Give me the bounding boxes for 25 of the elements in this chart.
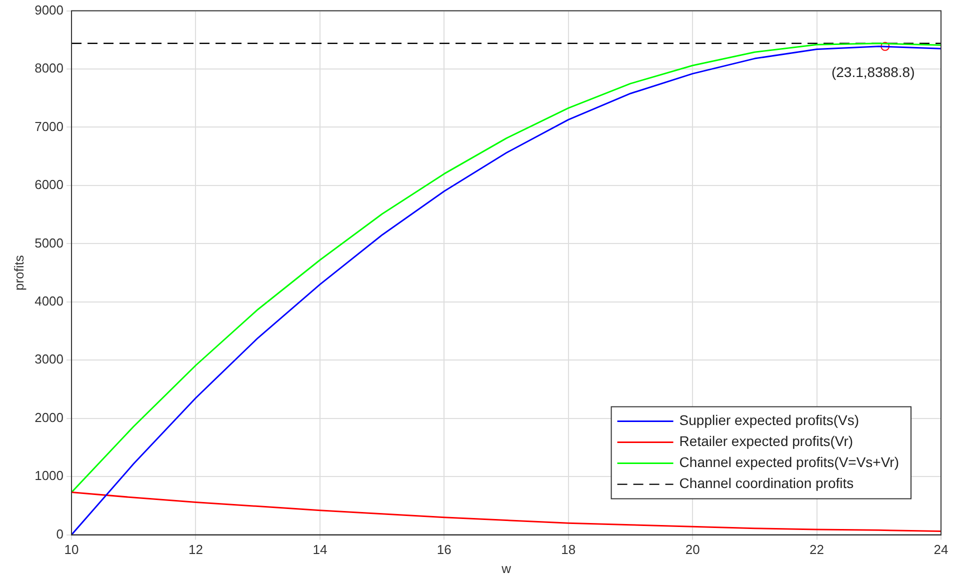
legend-label: Channel expected profits(V=Vs+Vr) [679, 454, 900, 470]
y-axis-title: profits [11, 254, 26, 291]
annotation: (23.1,8388.8) [831, 64, 915, 80]
legend-label: Retailer expected profits(Vr) [679, 433, 854, 450]
legend-label: Channel coordination profits [679, 475, 854, 492]
x-axis-title: w [500, 560, 512, 576]
x-tick-label: 22 [810, 542, 824, 558]
y-tick-label: 5000 [34, 235, 64, 250]
y-tick-label: 2000 [34, 410, 64, 425]
x-tick-label: 14 [312, 542, 328, 558]
y-tick-label: 1000 [34, 468, 64, 484]
legend-label: Supplier expected profits(Vs) [679, 412, 860, 428]
y-tick-label: 0 [56, 526, 64, 542]
x-tick-label: 12 [188, 542, 203, 558]
y-tick-label: 6000 [34, 177, 64, 192]
y-tick-label: 4000 [34, 293, 64, 308]
x-tick-label: 24 [934, 542, 948, 558]
x-tick-label: 16 [436, 542, 452, 558]
x-tick-label: 10 [64, 542, 79, 558]
y-tick-label: 7000 [34, 118, 64, 134]
x-tick-label: 18 [561, 542, 576, 558]
y-tick-label: 8000 [34, 60, 64, 76]
x-tick-label: 20 [685, 542, 700, 558]
y-tick-label: 9000 [34, 2, 64, 18]
y-tick-label: 3000 [34, 352, 64, 367]
